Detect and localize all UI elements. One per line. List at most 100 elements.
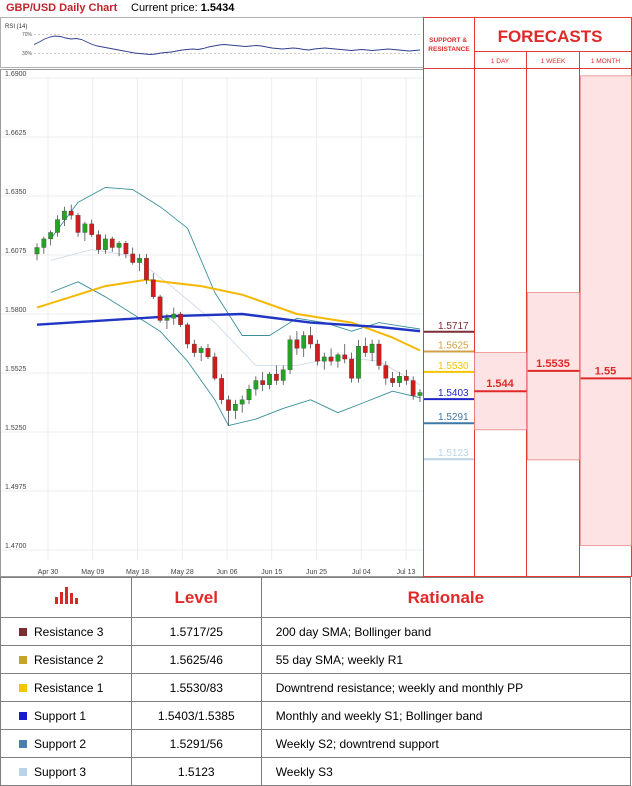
forecast-column: 1 DAY 1.544	[474, 58, 527, 431]
candle	[68, 204, 74, 220]
chart-title: GBP/USD Daily Chart	[6, 2, 118, 14]
candle	[362, 337, 368, 357]
rationale-cell: Monthly and weekly S1; Bollinger band	[260, 701, 632, 730]
date-axis: Apr 30 May 09 May 18 May 28 Jun 06 Jun 15 Jun …	[38, 569, 416, 576]
candle	[164, 314, 170, 330]
candle	[294, 331, 300, 355]
candlesticks	[34, 204, 423, 426]
price-tick-label: 1.5525	[5, 366, 27, 373]
price-tick-label: 1.4975	[5, 484, 27, 491]
forecast-value: 1.55	[595, 365, 616, 377]
candle	[185, 322, 190, 349]
sr-level: 1.5530	[424, 361, 474, 373]
table-row: Support 3 1.5123 Weekly S3	[0, 757, 632, 786]
price-axis: 1.6900 1.6625 1.6350 1.6075 1.5800 1.5525 1.52…	[5, 71, 27, 550]
rationale-cell: Weekly S2; downtrend support	[260, 729, 632, 758]
date-tick-label: May 28	[171, 569, 194, 576]
candle	[48, 230, 54, 246]
candle	[356, 339, 361, 383]
sr-level-value: 1.5625	[438, 341, 469, 352]
level-name: Resistance 2	[34, 652, 104, 667]
table-body: Resistance 3 1.5717/25 200 day SMA; Bollin…	[0, 617, 632, 786]
level-name-cell: Support 2	[0, 729, 132, 758]
sr-level: 1.5625	[424, 341, 474, 353]
forecast-range	[580, 75, 632, 547]
support-resistance-column	[423, 17, 475, 577]
table-row: Resistance 1 1.5530/83 Downtrend resistanc…	[0, 673, 632, 702]
price-tick-label: 1.6900	[5, 71, 27, 78]
date-tick-label: Apr 30	[38, 569, 59, 576]
candle	[315, 339, 320, 366]
level-value-cell: 1.5403/1.5385	[130, 701, 262, 730]
rationale-cell: 55 day SMA; weekly R1	[260, 645, 632, 674]
candle	[397, 371, 402, 387]
level-name: Resistance 1	[34, 680, 104, 695]
forecast-column-label: 1 DAY	[491, 58, 510, 65]
candle	[226, 395, 231, 426]
sr-level: 1.5717	[424, 321, 474, 333]
current-price-label: Current price:	[131, 2, 198, 14]
level-color-swatch	[19, 740, 27, 749]
price-tick-label: 1.6075	[5, 248, 27, 255]
sr-levels: 1.5717 1.5625 1.5530 1.5403 1.5291 1.5123	[424, 321, 474, 461]
level-name-cell: Resistance 3	[0, 617, 132, 646]
price-tick-label: 1.5800	[5, 307, 27, 314]
levels-table: Level Rationale Resistance 3 1.5717/25 200…	[0, 577, 632, 786]
sr-level-value: 1.5123	[438, 448, 469, 459]
level-name-cell: Support 3	[0, 757, 132, 786]
candle	[157, 294, 163, 323]
sr-level: 1.5123	[424, 448, 474, 461]
level-name: Support 1	[34, 708, 87, 723]
level-value-cell: 1.5123	[130, 757, 262, 786]
candle	[62, 206, 67, 227]
rsi-line	[33, 35, 421, 55]
candle	[403, 369, 409, 385]
candle	[383, 361, 389, 385]
current-price: Current price: 1.5434	[131, 2, 234, 14]
table-row: Support 2 1.5291/56 Weekly S2; downtrend s…	[0, 729, 632, 758]
candle	[267, 371, 272, 390]
price-tick-label: 1.6350	[5, 189, 27, 196]
level-name-cell: Support 1	[0, 701, 132, 730]
price-tick-label: 1.4700	[5, 543, 27, 550]
candle	[34, 243, 40, 261]
candle	[144, 253, 149, 284]
level-name-cell: Resistance 2	[0, 645, 132, 674]
candle	[335, 352, 341, 368]
forecasts-title: FORECASTS	[498, 27, 603, 46]
grid	[1, 77, 423, 560]
candle	[260, 371, 266, 392]
candle	[55, 215, 60, 237]
rsi-level-30: 30%	[22, 51, 33, 57]
candle	[171, 307, 177, 325]
candle	[212, 352, 218, 381]
level-name-cell: Resistance 1	[0, 673, 132, 702]
level-color-swatch	[19, 628, 27, 637]
candle	[96, 230, 101, 254]
rationale-cell: 200 day SMA; Bollinger band	[260, 617, 632, 646]
date-tick-label: Jul 13	[397, 569, 416, 576]
candle	[287, 335, 293, 375]
rationale-cell: Downtrend resistance; weekly and monthly…	[260, 673, 632, 702]
date-tick-label: Jul 04	[352, 569, 371, 576]
candle	[349, 352, 354, 383]
table-row: Resistance 2 1.5625/46 55 day SMA; weekly …	[0, 645, 632, 674]
sr-header-line-2: RESISTANCE	[428, 46, 470, 53]
sr-level-value: 1.5717	[438, 321, 469, 332]
rationale-cell: Weekly S3	[260, 757, 632, 786]
candle	[369, 339, 375, 362]
candle	[417, 389, 423, 402]
sr-level-value: 1.5403	[438, 388, 469, 399]
sr-level: 1.5291	[424, 412, 474, 425]
forecast-column-label: 1 MONTH	[591, 58, 621, 65]
sr-level-value: 1.5291	[438, 412, 469, 423]
forecast-columns: 1 DAY 1.544 1 WEEK 1.5535 1 MONTH 1.55	[474, 58, 632, 547]
table-icon-cell	[0, 577, 132, 618]
candle	[109, 236, 115, 252]
level-name: Support 2	[34, 736, 87, 751]
candle	[342, 344, 348, 364]
candle	[390, 371, 395, 387]
indicator-lines	[36, 186, 421, 427]
candle	[205, 344, 211, 360]
candle	[232, 399, 238, 420]
